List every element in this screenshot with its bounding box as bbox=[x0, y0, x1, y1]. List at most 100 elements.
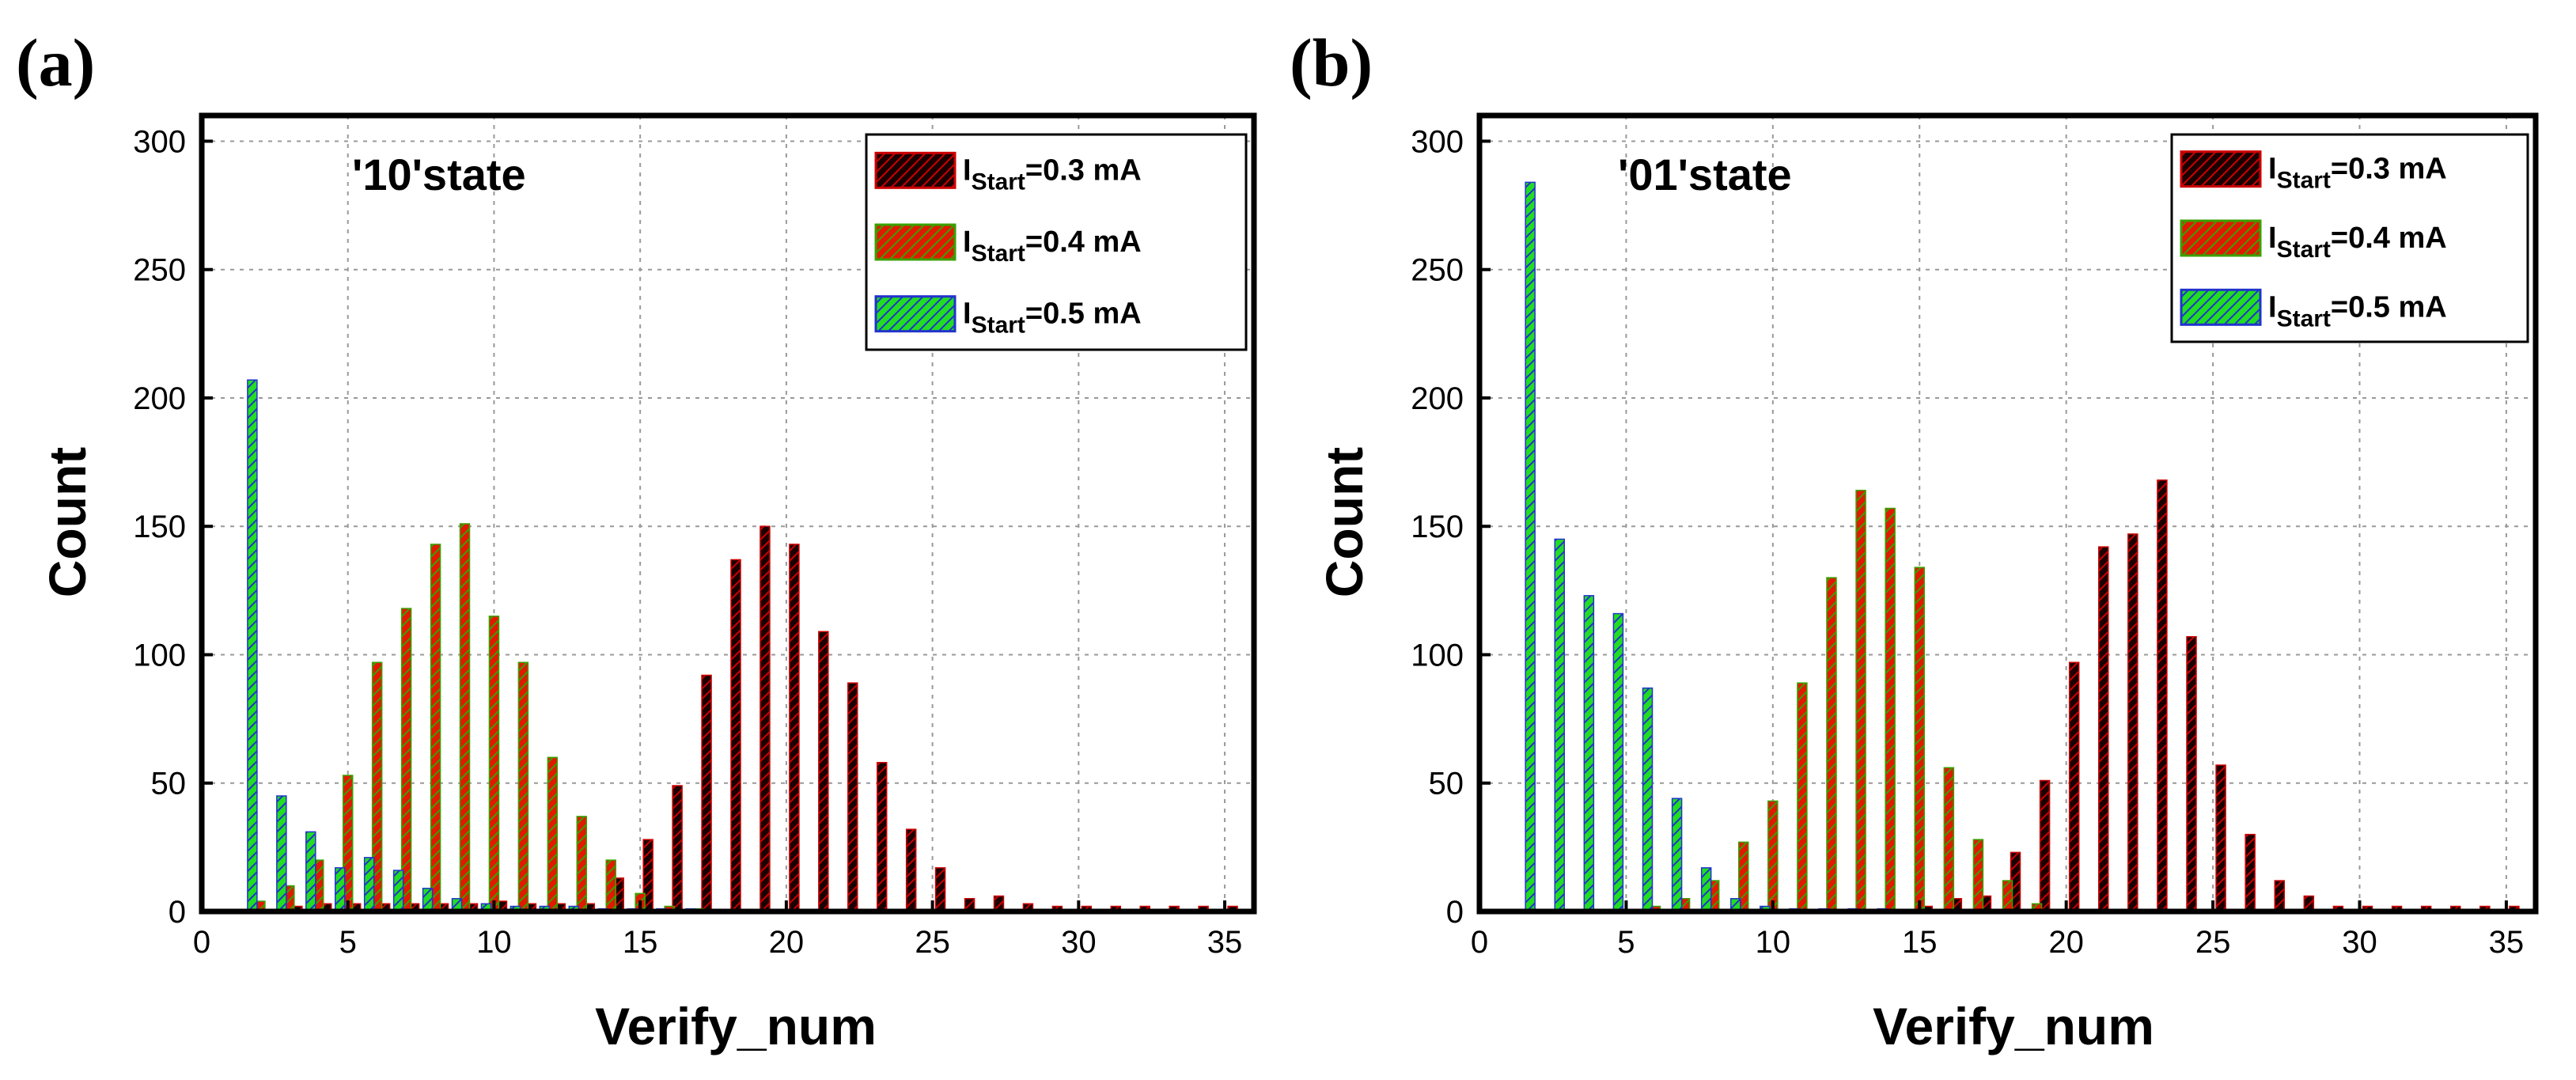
panel-a-bar-series0-x21 bbox=[818, 631, 829, 912]
panel-b-bar-series1-x11 bbox=[1797, 682, 1808, 912]
panel-b-bar-series0-x24 bbox=[2186, 636, 2197, 912]
panel-a-bar-series0-x22 bbox=[847, 682, 858, 912]
panel-a-x-tick-label: 20 bbox=[769, 925, 805, 960]
panel-b-bar-series2-x4 bbox=[1583, 595, 1595, 912]
panel-b-bar-series0-x26 bbox=[2245, 833, 2256, 912]
panel-b-bar-series2-x5 bbox=[1612, 612, 1624, 912]
panel-b-x-tick-label: 10 bbox=[1756, 925, 1791, 960]
panel-b-bar-series1-x10 bbox=[1767, 800, 1779, 912]
panel-b-bar-series2-x8 bbox=[1700, 867, 1712, 912]
panel-b-legend-swatch-1 bbox=[2180, 219, 2262, 257]
panel-a-bar-series2-x5 bbox=[334, 867, 346, 912]
panel-b-y-tick-label: 200 bbox=[1411, 381, 1464, 416]
panel-b-bar-series0-x22 bbox=[2127, 533, 2138, 912]
panel-a-x-tick-label: 25 bbox=[915, 925, 950, 960]
panel-b-legend-label-2: IStart=0.5 mA bbox=[2268, 290, 2447, 332]
panel-a-bar-series1-x13 bbox=[576, 816, 588, 912]
panel-b-bar-series1-x12 bbox=[1826, 577, 1837, 912]
panel-a-bar-series2-x6 bbox=[363, 857, 375, 912]
panel-a-bar-series0-x17 bbox=[701, 674, 712, 912]
panel-a-bar-series1-x12 bbox=[547, 756, 559, 912]
panel-a-bar-series1-x8 bbox=[430, 544, 441, 912]
panel-a-y-tick-label: 150 bbox=[133, 510, 186, 544]
panel-b-bar-series0-x25 bbox=[2215, 764, 2226, 912]
panel-a-bar-series0-x20 bbox=[789, 544, 800, 912]
panel-b-legend: IStart=0.3 mA IStart=0.4 mA IStart=0.5 mA bbox=[2170, 133, 2529, 343]
panel-a-ticks: 0 5 10 15 20 25 30 35 0 50 100 150 200 250 300 bbox=[133, 124, 1242, 960]
panel-b-bar-series2-x3 bbox=[1554, 538, 1565, 912]
panel-b-bar-series1-x15 bbox=[1914, 567, 1925, 912]
panel-a-legend-swatch-0 bbox=[874, 151, 957, 189]
panel-b-x-tick-label: 35 bbox=[2489, 925, 2525, 960]
panel-a-bar-series0-x25 bbox=[934, 867, 946, 912]
panel-b-state-label: '01'state bbox=[1618, 150, 1792, 199]
panel-b-bar-series0-x19 bbox=[2039, 779, 2051, 912]
panel-a-bar-series0-x16 bbox=[672, 785, 683, 912]
panel-a-bars bbox=[247, 379, 1238, 912]
panel-a-y-tick-label: 300 bbox=[133, 124, 186, 159]
panel-b-y-tick-label: 150 bbox=[1411, 510, 1464, 544]
panel-b-bar-series1-x16 bbox=[1943, 767, 1955, 912]
panel-b-x-tick-label: 0 bbox=[1471, 925, 1488, 960]
panel-a-bar-series0-x23 bbox=[876, 762, 888, 912]
panel-a-plot-frame bbox=[199, 112, 1257, 915]
panel-b-letter: (b) bbox=[1290, 25, 1373, 100]
panel-a-x-tick-label: 35 bbox=[1207, 925, 1243, 960]
panel-a-legend: IStart=0.3 mA IStart=0.4 mA IStart=0.5 mA bbox=[865, 133, 1248, 351]
panel-a-x-tick-label: 0 bbox=[193, 925, 210, 960]
panel-b-y-tick-label: 50 bbox=[1429, 767, 1464, 801]
panel-b-x-tick-label: 15 bbox=[1902, 925, 1938, 960]
panel-a-bar-series1-x10 bbox=[488, 616, 500, 912]
panel-b-bar-series2-x2 bbox=[1525, 181, 1536, 912]
panel-a-legend-label-0: IStart=0.3 mA bbox=[963, 153, 1142, 195]
panel-b-bar-series1-x14 bbox=[1885, 507, 1896, 912]
panel-b-x-tick-label: 30 bbox=[2342, 925, 2377, 960]
panel-b-bar-series2-x7 bbox=[1671, 798, 1683, 912]
panel-a-y-tick-label: 50 bbox=[151, 767, 187, 801]
panel-a-legend-label-2: IStart=0.5 mA bbox=[963, 297, 1142, 339]
panel-b-y-tick-label: 300 bbox=[1411, 124, 1464, 159]
panel-b-bar-series0-x23 bbox=[2157, 479, 2168, 912]
panel-a-x-tick-label: 15 bbox=[623, 925, 658, 960]
panel-a-y-tick-label: 200 bbox=[133, 381, 186, 416]
panel-a-bar-series2-x8 bbox=[422, 888, 434, 912]
panel-b-bar-series0-x21 bbox=[2098, 546, 2109, 912]
panel-a: (a) 0 5 10 15 20 25 30 35 0 50 100 150 200 250 300 '10… bbox=[16, 25, 1257, 1055]
panel-b-y-axis-title: Count bbox=[1315, 447, 1373, 598]
panel-b-bar-series1-x18 bbox=[2002, 880, 2013, 912]
panel-b-x-tick-label: 20 bbox=[2048, 925, 2084, 960]
panel-b: (b) 0 5 10 15 20 25 30 35 0 50 100 150 200 250 300 '01… bbox=[1290, 25, 2539, 1055]
panel-a-x-tick-label: 30 bbox=[1061, 925, 1097, 960]
panel-a-bar-series1-x9 bbox=[459, 523, 471, 912]
panel-a-x-axis-title: Verify_num bbox=[595, 997, 877, 1055]
panel-b-legend-swatch-2 bbox=[2180, 288, 2262, 326]
panel-a-x-tick-label: 10 bbox=[476, 925, 512, 960]
panel-b-x-tick-label: 5 bbox=[1617, 925, 1635, 960]
panel-a-x-tick-label: 5 bbox=[339, 925, 357, 960]
panel-a-legend-label-1: IStart=0.4 mA bbox=[963, 225, 1142, 267]
panel-b-legend-label-0: IStart=0.3 mA bbox=[2268, 153, 2447, 194]
panel-b-x-tick-label: 25 bbox=[2195, 925, 2231, 960]
panel-b-bar-series2-x6 bbox=[1642, 687, 1654, 912]
panel-b-bar-series0-x27 bbox=[2274, 880, 2285, 912]
panel-a-y-tick-label: 100 bbox=[133, 638, 186, 673]
panel-b-bar-series0-x20 bbox=[2068, 661, 2080, 912]
panel-a-bar-series1-x7 bbox=[400, 608, 412, 912]
panel-a-bar-series0-x18 bbox=[730, 559, 741, 912]
panel-b-x-axis-title: Verify_num bbox=[1873, 997, 2154, 1055]
panel-a-state-label: '10'state bbox=[352, 150, 526, 199]
panel-b-legend-swatch-0 bbox=[2180, 150, 2262, 188]
panel-a-bar-series0-x19 bbox=[760, 525, 771, 912]
panel-b-plot-frame bbox=[1476, 112, 2539, 915]
panel-b-y-tick-label: 0 bbox=[1446, 895, 1464, 930]
panel-a-y-tick-label: 250 bbox=[133, 253, 186, 288]
panel-a-bar-series0-x24 bbox=[905, 828, 917, 912]
panel-b-legend-label-1: IStart=0.4 mA bbox=[2268, 222, 2447, 263]
panel-a-bar-series1-x14 bbox=[605, 859, 616, 912]
panel-a-bar-series1-x11 bbox=[517, 661, 529, 912]
panel-a-letter: (a) bbox=[16, 25, 95, 100]
panel-a-bar-series2-x4 bbox=[305, 831, 316, 912]
panel-b-ticks: 0 5 10 15 20 25 30 35 0 50 100 150 200 250 300 bbox=[1411, 124, 2524, 960]
panel-a-legend-swatch-2 bbox=[874, 295, 957, 333]
panel-a-y-axis-title: Count bbox=[38, 447, 97, 598]
